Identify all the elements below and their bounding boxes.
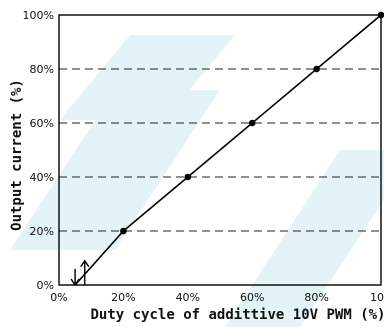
series-line <box>74 14 382 286</box>
y-axis-title: Output current (%) <box>9 79 25 231</box>
x-tick-label: 10 <box>370 291 384 304</box>
y-tick-label: 80% <box>30 63 54 76</box>
watermark-stripe <box>10 90 220 250</box>
x-tick-label: 20% <box>111 291 135 304</box>
x-tick-label: 60% <box>240 291 264 304</box>
arrow-up-icon <box>80 259 90 285</box>
y-tick-label: 60% <box>30 117 54 130</box>
data-point <box>313 65 320 73</box>
data-point <box>377 11 384 19</box>
arrow-down-icon <box>70 268 80 287</box>
x-tick-label: 40% <box>176 291 200 304</box>
y-tick-label: 0% <box>37 279 54 292</box>
grid-lines <box>59 68 381 232</box>
data-point <box>248 119 256 127</box>
y-tick-label: 40% <box>30 171 54 184</box>
watermark <box>10 35 384 327</box>
plot-frame <box>58 14 382 286</box>
data-point <box>120 227 127 235</box>
x-axis-title: Duty cycle of addittive 10V PWM (%) <box>90 307 384 323</box>
series-line-group <box>74 11 384 286</box>
y-tick-labels: 0% 20% 40% 60% 80% 100% <box>23 9 54 292</box>
y-tick-label: 20% <box>30 225 54 238</box>
watermark-stripe <box>225 150 384 327</box>
x-tick-label: 80% <box>304 291 328 304</box>
watermark-stripe <box>60 35 235 120</box>
data-point <box>184 173 192 181</box>
x-tick-labels: 0% 20% 40% 60% 80% 10 <box>50 291 384 304</box>
y-tick-label: 100% <box>23 9 54 22</box>
x-tick-label: 0% <box>50 291 67 304</box>
annotations <box>70 259 90 287</box>
